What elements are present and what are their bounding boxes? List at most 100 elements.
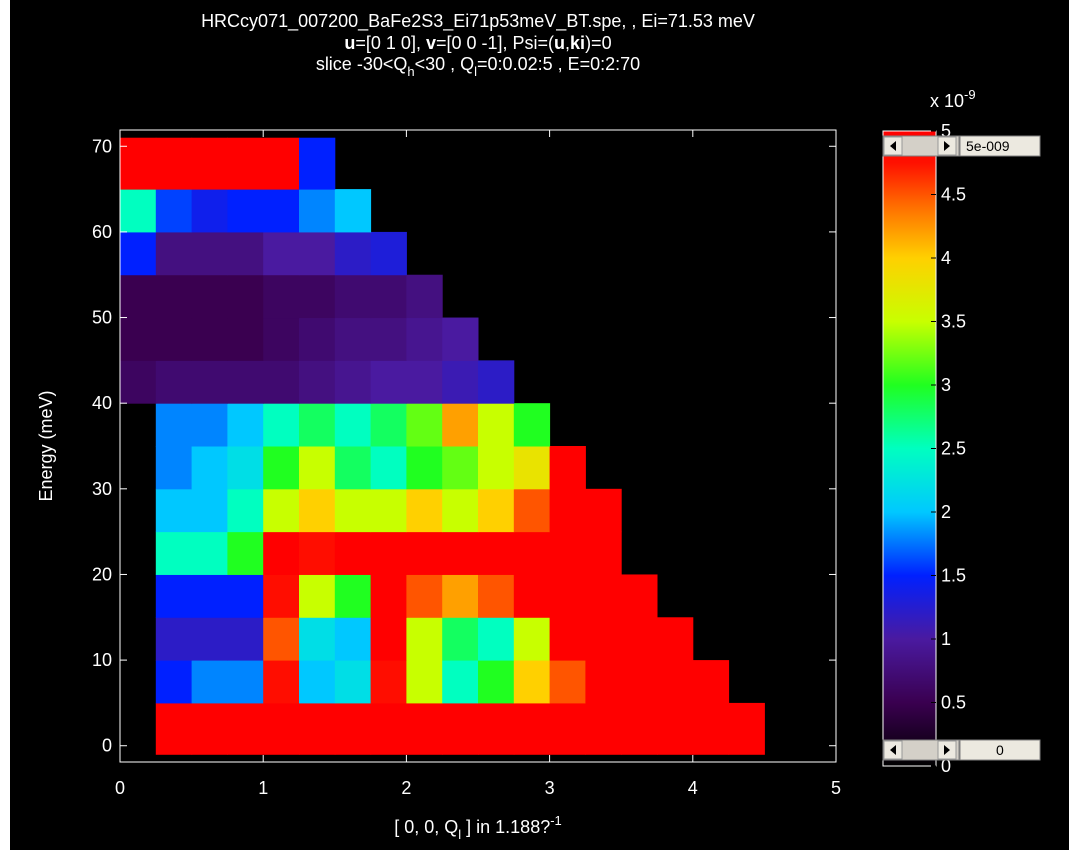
heat-cell xyxy=(299,189,336,233)
heat-cell xyxy=(406,702,443,755)
heat-cell xyxy=(478,660,515,704)
heat-cell xyxy=(406,660,443,704)
heat-cell xyxy=(621,660,658,704)
heat-cell xyxy=(227,660,264,704)
heat-cell xyxy=(191,274,228,319)
heat-cell xyxy=(155,274,193,319)
heat-cell xyxy=(155,403,193,447)
heat-cell xyxy=(657,660,694,704)
max-edit[interactable] xyxy=(959,135,1041,157)
heat-cell xyxy=(478,617,515,661)
heat-cell xyxy=(513,403,551,447)
heat-cell xyxy=(621,702,658,755)
heat-cell xyxy=(370,531,407,575)
y-tick-label: 0 xyxy=(102,736,112,756)
heat-cell xyxy=(406,274,443,319)
heat-cell xyxy=(549,574,586,618)
heat-cell xyxy=(621,574,658,618)
heat-cell xyxy=(442,446,479,490)
heat-cell xyxy=(227,360,264,404)
y-tick-label: 40 xyxy=(92,393,112,413)
heat-cell xyxy=(692,660,730,704)
heat-cell xyxy=(263,137,300,190)
heat-cell xyxy=(263,231,300,276)
heat-cell xyxy=(334,617,372,661)
heat-cell xyxy=(370,231,407,276)
heat-cell xyxy=(120,317,157,361)
heat-cell xyxy=(227,317,264,361)
heat-cell xyxy=(334,274,372,319)
heat-cell xyxy=(155,137,193,190)
y-tick-label: 70 xyxy=(92,136,112,156)
heat-cell xyxy=(406,531,443,575)
heat-cell xyxy=(478,531,515,575)
min-edit[interactable] xyxy=(959,739,1041,761)
heat-cell xyxy=(334,702,372,755)
colorbar-tick-label: 2 xyxy=(941,502,951,522)
heat-cell xyxy=(155,360,193,404)
heat-cell xyxy=(191,574,228,618)
axes-box xyxy=(119,129,837,763)
heat-cell xyxy=(263,531,300,575)
x-tick-label: 5 xyxy=(831,778,841,798)
heat-cell xyxy=(478,360,515,404)
heat-cell xyxy=(299,531,336,575)
heat-cell xyxy=(120,360,157,404)
heat-cell xyxy=(513,617,551,661)
heat-cell xyxy=(478,574,515,618)
heat-cell xyxy=(549,617,586,661)
heat-cell xyxy=(478,488,515,533)
colorbar-tick-label: 1 xyxy=(941,629,951,649)
heat-cell xyxy=(442,360,479,404)
heat-cell xyxy=(263,446,300,490)
heat-cell xyxy=(442,660,479,704)
heat-cell xyxy=(227,137,264,190)
colorbar-tick-label: 3 xyxy=(941,375,951,395)
arrows xyxy=(890,141,950,151)
heat-cell xyxy=(227,274,264,319)
heat-cell xyxy=(299,231,336,276)
ticks-layer: 0 1 2 3 4 501020304050607000.511.522.533.544.… xyxy=(92,121,966,798)
heat-cell xyxy=(478,702,515,755)
heat-cell xyxy=(549,446,586,490)
heat-cell xyxy=(442,617,479,661)
heat-cell xyxy=(549,702,586,755)
heat-cell xyxy=(227,488,264,533)
heat-cell xyxy=(585,488,622,533)
min-text: 0 xyxy=(996,742,1004,758)
heat-cell xyxy=(120,231,157,276)
heat-cell xyxy=(370,317,407,361)
max-control[interactable]: 5e-009 xyxy=(882,135,1041,157)
heat-cell xyxy=(478,403,515,447)
heat-cell xyxy=(657,702,694,755)
heatmap-layer xyxy=(120,137,765,755)
heat-cell xyxy=(585,617,622,661)
title-line1: HRCcy071_007200_BaFe2S3_Ei71p53meV_BT.sp… xyxy=(201,11,755,32)
heat-cell xyxy=(334,660,372,704)
min-control[interactable]: 0 xyxy=(882,739,1041,761)
heat-cell xyxy=(513,660,551,704)
y-tick-label: 60 xyxy=(92,222,112,242)
heat-cell xyxy=(334,189,372,233)
heat-cell xyxy=(263,274,300,319)
heat-cell xyxy=(299,360,336,404)
heat-cell xyxy=(585,660,622,704)
colorbar-tick-label: 4.5 xyxy=(941,185,966,205)
heat-cell xyxy=(585,531,622,575)
heat-cell xyxy=(155,231,193,276)
x-axis-label: [ 0, 0, Ql ] in 1.188?-1 xyxy=(394,813,562,842)
heat-cell xyxy=(513,488,551,533)
heat-cell xyxy=(227,446,264,490)
max-text: 5e-009 xyxy=(966,138,1010,154)
heat-cell xyxy=(191,231,228,276)
heat-cell xyxy=(191,360,228,404)
heat-cell xyxy=(155,189,193,233)
heat-cell xyxy=(370,274,407,319)
heat-cell xyxy=(406,446,443,490)
heat-cell xyxy=(406,403,443,447)
heat-cell xyxy=(191,617,228,661)
heat-cell xyxy=(513,446,551,490)
heat-cell xyxy=(227,702,264,755)
heat-cell xyxy=(406,617,443,661)
